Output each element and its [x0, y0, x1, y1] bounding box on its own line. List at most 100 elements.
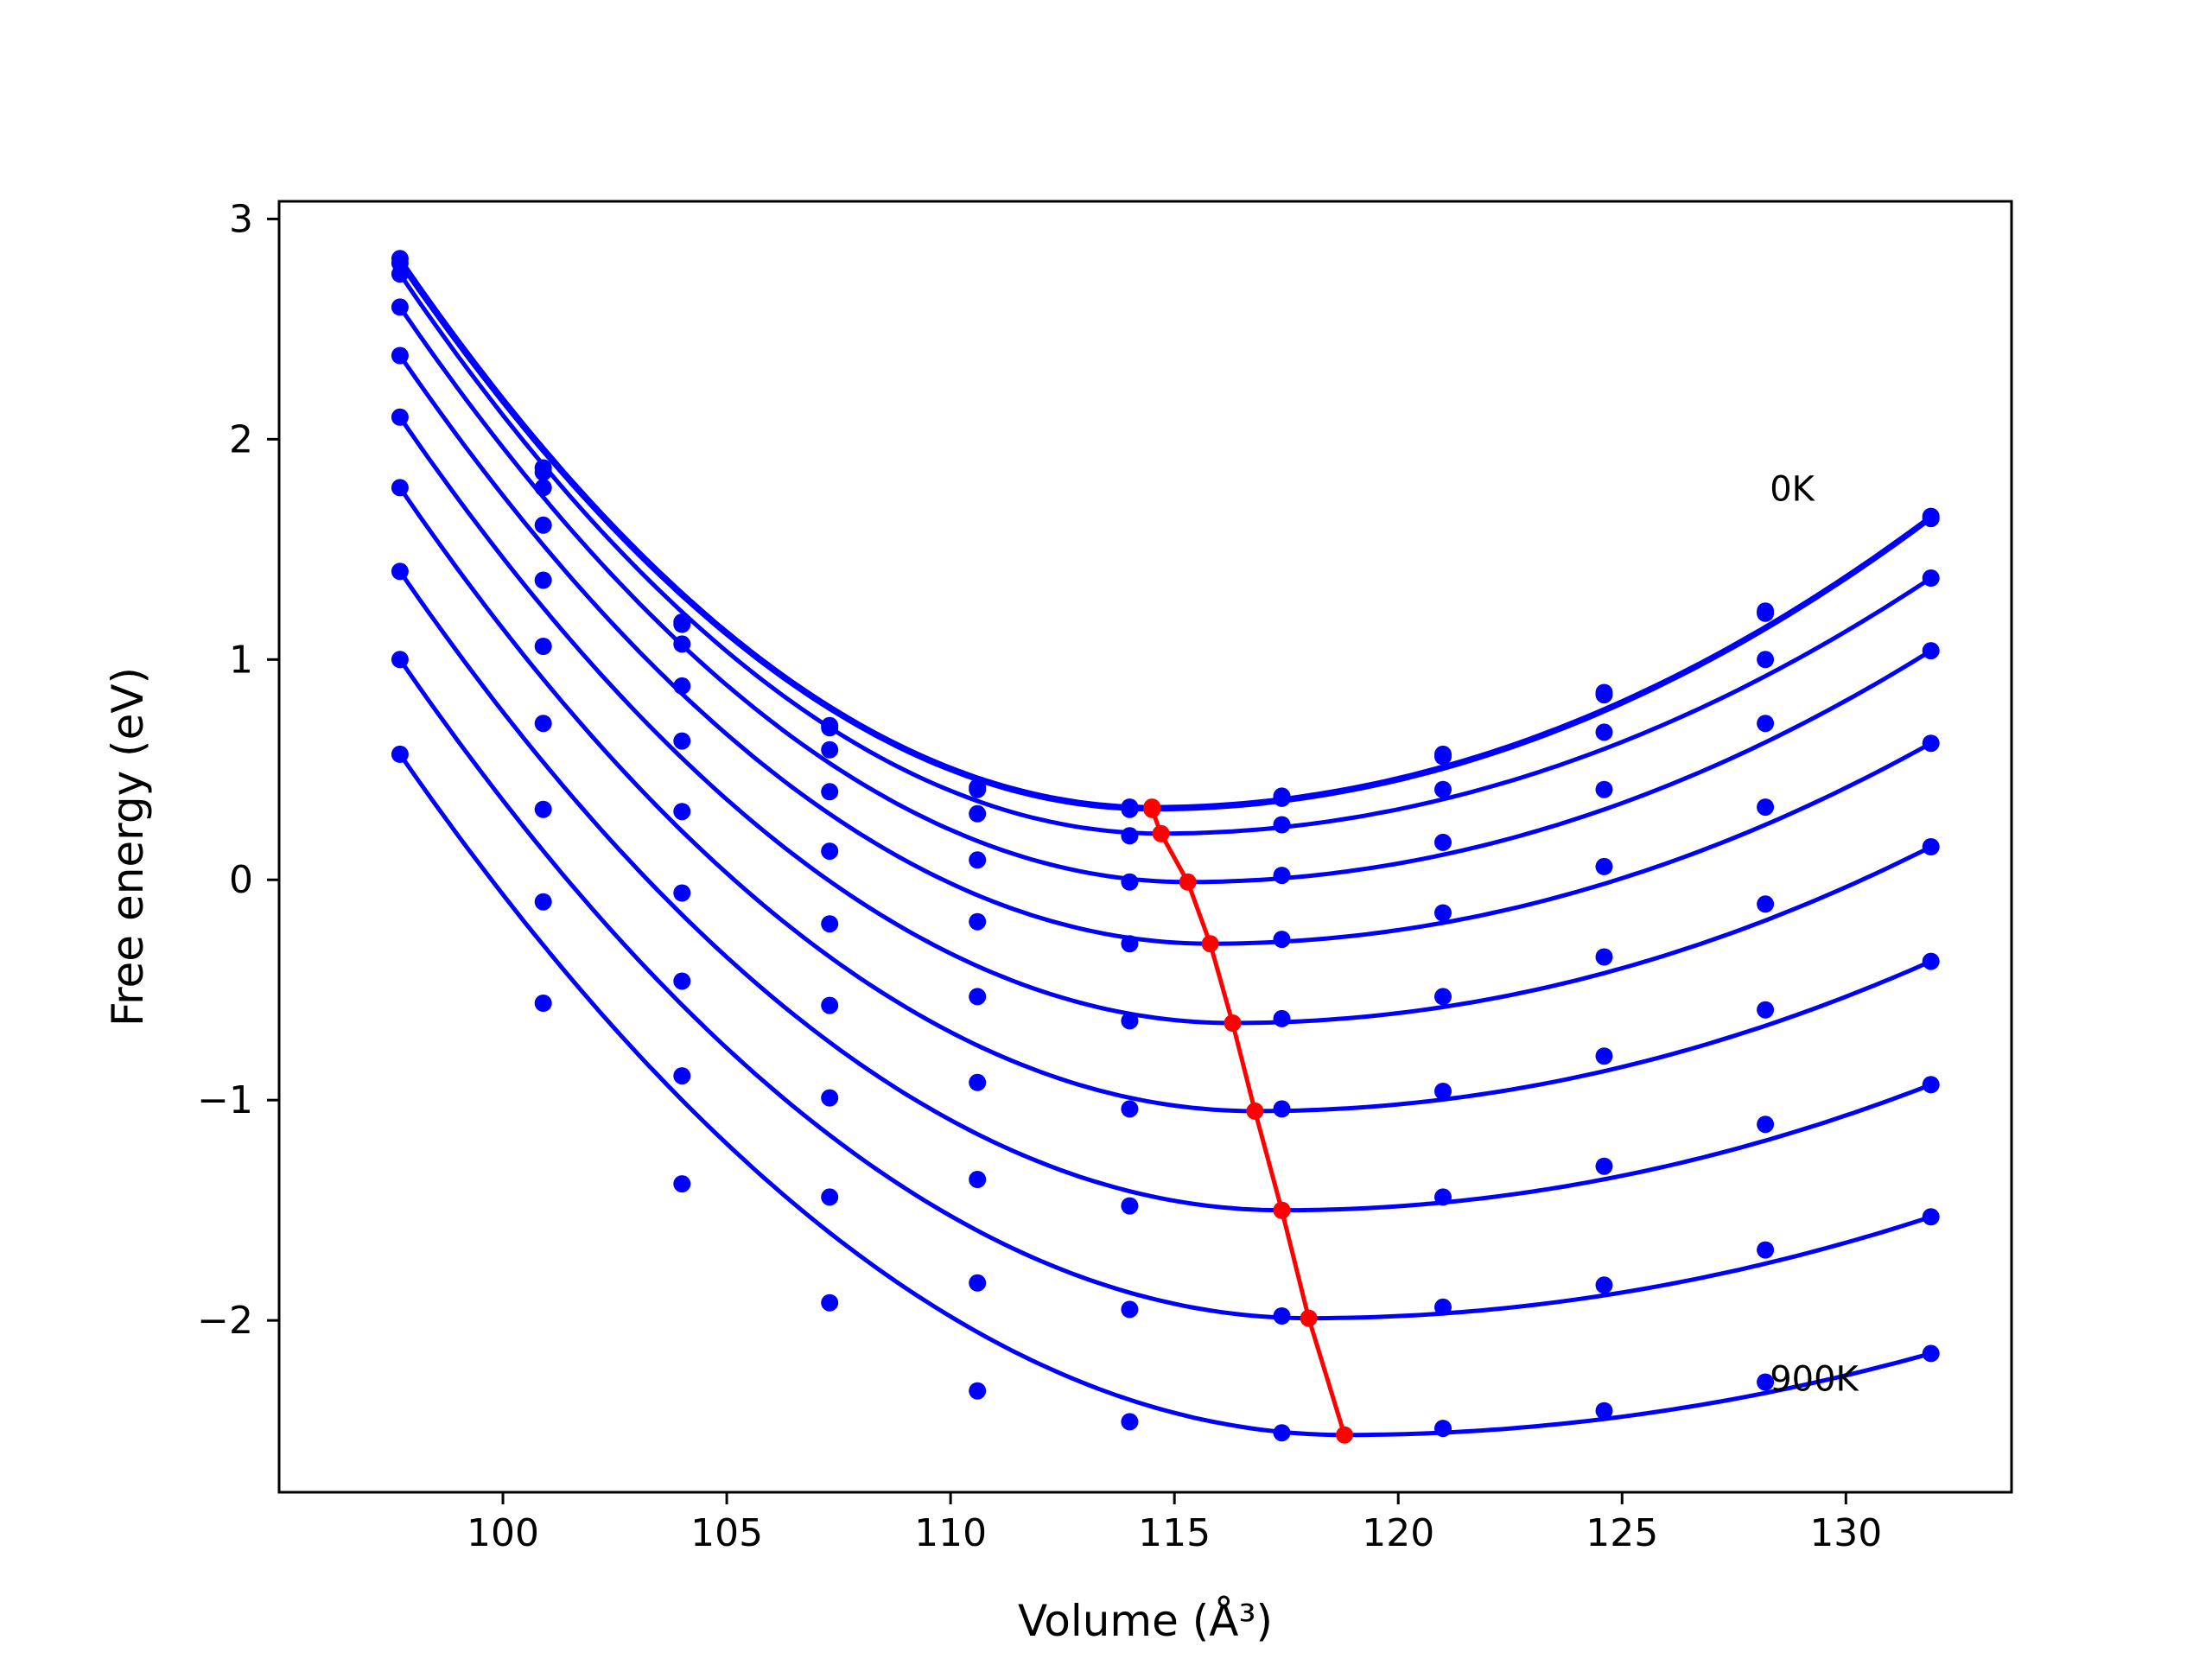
data-point: [1121, 1012, 1139, 1030]
data-point: [1757, 651, 1775, 669]
data-point: [1434, 904, 1452, 922]
fit-curve-1: [397, 257, 1933, 810]
data-point: [673, 1067, 691, 1085]
y-axis-label: Free energy (eV): [103, 667, 153, 1027]
data-point: [1922, 1208, 1940, 1226]
data-point: [1757, 1241, 1775, 1259]
data-point: [391, 265, 409, 283]
fit-curve-5: [397, 354, 1932, 946]
data-point: [1757, 1001, 1775, 1019]
data-point: [1434, 1083, 1452, 1100]
data-point: [1757, 1116, 1775, 1134]
data-point: [1757, 604, 1775, 622]
data-point: [673, 677, 691, 695]
data-point: [1121, 873, 1139, 891]
data-point: [1757, 895, 1775, 913]
fit-curve-2: [397, 261, 1933, 812]
data-point: [534, 995, 552, 1012]
data-point: [391, 479, 409, 497]
fit-curve-3: [397, 272, 1933, 836]
y-tick-label: 3: [229, 197, 253, 241]
data-point: [821, 719, 839, 737]
data-point: [391, 651, 409, 669]
y-tick-label: 2: [229, 417, 253, 461]
data-point: [534, 715, 552, 733]
data-point: [1757, 715, 1775, 733]
data-point: [1273, 789, 1291, 807]
data-point: [821, 1294, 839, 1312]
data-point: [673, 803, 691, 821]
fit-curve-10: [397, 753, 1932, 1438]
x-axis-label: Volume (Å³): [1018, 1596, 1273, 1646]
x-tick-label: 130: [1809, 1511, 1882, 1555]
data-point: [391, 298, 409, 316]
data-point: [1121, 800, 1139, 818]
data-point: [1121, 1100, 1139, 1118]
data-point: [1757, 798, 1775, 817]
x-tick-label: 100: [467, 1511, 539, 1555]
y-tick-label: −2: [197, 1299, 253, 1343]
data-point: [969, 1274, 987, 1292]
data-point: [1121, 1413, 1139, 1431]
temperature-annotation: 900K: [1770, 1360, 1859, 1400]
data-point: [821, 1188, 839, 1206]
data-point: [1595, 857, 1613, 875]
minimum-line: [1143, 798, 1353, 1444]
y-axis-ticks: −2 −1 0 1 2 3: [197, 197, 279, 1343]
data-point: [1273, 867, 1291, 885]
data-point: [821, 741, 839, 759]
data-point: [534, 516, 552, 534]
data-point: [969, 851, 987, 869]
x-tick-label: 105: [690, 1511, 763, 1555]
x-tick-label: 125: [1586, 1511, 1658, 1555]
data-point: [534, 638, 552, 655]
data-point: [673, 1175, 691, 1193]
data-point: [1922, 952, 1940, 970]
y-tick-label: 1: [229, 638, 253, 682]
minimum-point: [1336, 1426, 1353, 1444]
y-tick-label: −1: [197, 1078, 253, 1122]
data-point: [1273, 1009, 1291, 1027]
annotations: 0K 900K: [1770, 470, 1859, 1400]
data-point: [1595, 948, 1613, 966]
data-point: [1121, 935, 1139, 953]
fit-curve-8: [397, 569, 1932, 1213]
data-point: [1273, 1100, 1291, 1118]
data-point: [969, 1073, 987, 1091]
minimum-point: [1273, 1201, 1291, 1219]
data-point: [1595, 780, 1613, 798]
data-point: [1434, 833, 1452, 851]
minimum-point: [1201, 935, 1219, 953]
data-point: [1434, 1298, 1452, 1316]
data-points: [391, 250, 1940, 1442]
data-point: [1434, 1420, 1452, 1438]
data-point: [673, 732, 691, 750]
data-point: [1121, 827, 1139, 845]
data-point: [534, 571, 552, 589]
data-point: [821, 915, 839, 933]
data-point: [534, 800, 552, 818]
data-point: [1434, 747, 1452, 766]
data-point: [1922, 569, 1940, 587]
data-point: [1273, 1424, 1291, 1442]
minimum-path: [1149, 807, 1347, 1436]
data-point: [969, 1171, 987, 1188]
data-point: [1434, 988, 1452, 1006]
data-point: [391, 745, 409, 763]
fit-curve-7: [397, 486, 1932, 1114]
data-point: [391, 346, 409, 365]
data-point: [391, 563, 409, 581]
data-point: [391, 408, 409, 426]
data-point: [1595, 723, 1613, 741]
x-axis-ticks: 100 105 110 115 120 125 130: [467, 1492, 1882, 1555]
data-point: [821, 783, 839, 801]
data-point: [1922, 642, 1940, 660]
minimum-point: [1152, 824, 1170, 842]
data-point: [673, 884, 691, 902]
data-point: [821, 996, 839, 1014]
data-point: [534, 463, 552, 481]
minimum-point: [1143, 800, 1161, 818]
data-point: [673, 615, 691, 633]
data-point: [673, 635, 691, 653]
x-tick-label: 115: [1138, 1511, 1211, 1555]
